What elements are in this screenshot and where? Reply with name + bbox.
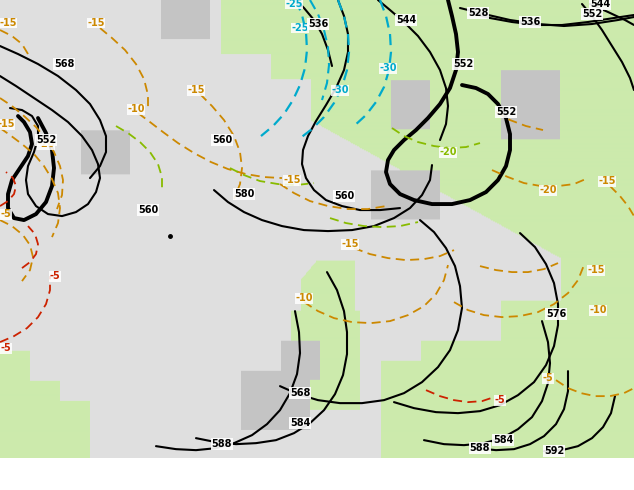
Text: 588: 588 (212, 439, 232, 449)
Text: -15: -15 (598, 176, 616, 186)
Text: -15: -15 (87, 18, 105, 28)
Text: -5: -5 (49, 271, 60, 281)
Text: 576: 576 (546, 309, 566, 319)
Text: 580: 580 (234, 189, 254, 199)
Text: 560: 560 (334, 191, 354, 201)
Text: -20: -20 (439, 147, 456, 157)
Text: 528: 528 (468, 8, 488, 18)
Text: 568: 568 (54, 59, 74, 69)
Text: -5: -5 (1, 343, 11, 353)
Text: Tu 24-09-2024 00:00 UTC (18+54): Tu 24-09-2024 00:00 UTC (18+54) (407, 461, 628, 473)
Text: -15: -15 (283, 175, 301, 185)
Text: -20: -20 (540, 185, 557, 195)
Text: Height/Temp. 500 hPa [gdmp][°C] ECMWF: Height/Temp. 500 hPa [gdmp][°C] ECMWF (6, 465, 270, 477)
Text: 588: 588 (470, 443, 490, 453)
Text: 552: 552 (582, 9, 602, 19)
Text: -30: -30 (379, 63, 397, 73)
Text: 552: 552 (453, 59, 473, 69)
Text: -25: -25 (285, 0, 303, 9)
Text: 584: 584 (290, 418, 310, 428)
Text: 560: 560 (138, 205, 158, 215)
Text: ©weatheronline.co.uk: ©weatheronline.co.uk (493, 480, 628, 490)
Text: 568: 568 (290, 388, 310, 398)
Text: -20: -20 (37, 139, 55, 149)
Text: 536: 536 (308, 19, 328, 29)
Text: -15: -15 (341, 239, 359, 249)
Text: -10: -10 (295, 293, 313, 303)
Text: -5: -5 (1, 209, 11, 219)
Text: -30: -30 (331, 85, 349, 95)
Text: -15: -15 (0, 18, 16, 28)
Text: 536: 536 (520, 17, 540, 27)
Text: 552: 552 (496, 107, 516, 117)
Text: 592: 592 (544, 446, 564, 456)
Text: 584: 584 (493, 435, 513, 445)
Text: -5: -5 (495, 395, 505, 405)
Text: 552: 552 (36, 135, 56, 145)
Text: 544: 544 (396, 15, 416, 25)
Text: -25: -25 (291, 23, 309, 33)
Text: 560: 560 (212, 135, 232, 145)
Text: -15: -15 (187, 85, 205, 95)
Text: -10: -10 (589, 305, 607, 315)
Text: -5: -5 (543, 373, 553, 383)
Text: 544: 544 (590, 0, 610, 9)
Text: -10: -10 (127, 104, 145, 114)
Text: -15: -15 (0, 119, 15, 129)
Text: -15: -15 (587, 265, 605, 275)
